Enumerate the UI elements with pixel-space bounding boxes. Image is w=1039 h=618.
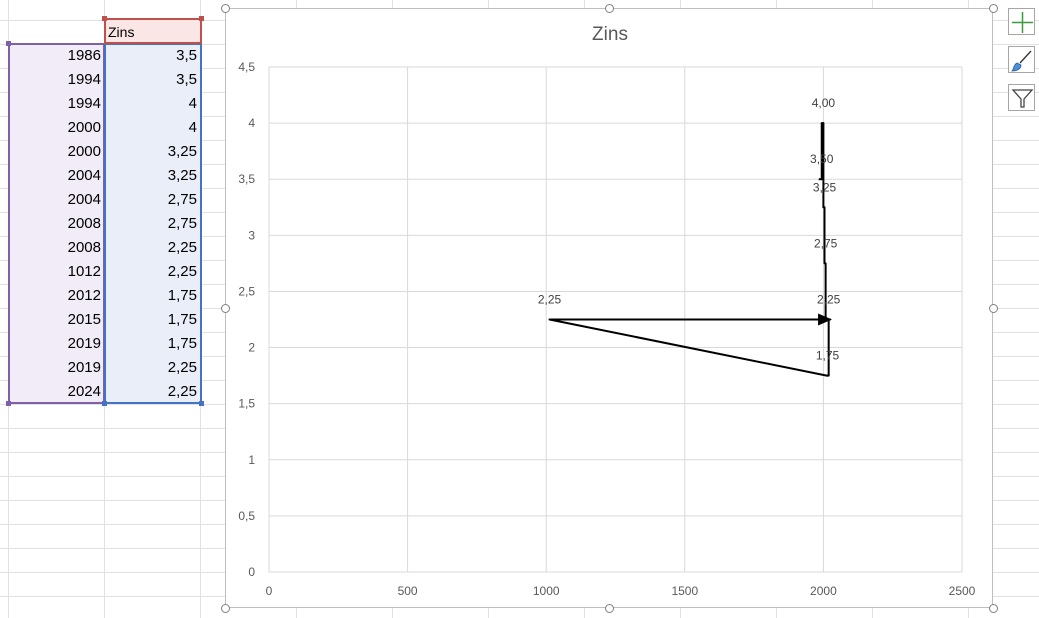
series-line-segment[interactable] <box>549 318 827 377</box>
data-label[interactable]: 4,00 <box>812 96 836 110</box>
year-cell[interactable]: 2008 <box>8 212 105 236</box>
chart-title[interactable]: Zins <box>592 24 628 45</box>
resize-handle[interactable] <box>989 604 998 613</box>
value-cell[interactable]: 3,25 <box>105 164 201 188</box>
range-handle[interactable] <box>6 41 11 46</box>
column-header-cell[interactable]: Zins <box>105 20 201 44</box>
value-cell[interactable]: 3,5 <box>105 68 201 92</box>
year-cell[interactable]: 2004 <box>8 188 105 212</box>
y-tick-label: 4 <box>248 116 255 130</box>
chart-elements-icon <box>1012 12 1033 33</box>
value-cell[interactable]: 2,25 <box>105 260 201 284</box>
value-cell[interactable]: 3,25 <box>105 140 201 164</box>
y-tick-label: 0 <box>248 565 255 579</box>
year-cell[interactable]: 2004 <box>8 164 105 188</box>
resize-handle[interactable] <box>221 304 230 313</box>
data-point[interactable] <box>548 318 551 321</box>
value-cell[interactable]: 1,75 <box>105 308 201 332</box>
value-cell[interactable]: 4 <box>105 92 201 116</box>
data-label[interactable]: 2,75 <box>814 236 838 250</box>
data-point[interactable] <box>820 122 823 125</box>
x-tick-label: 2500 <box>949 584 976 598</box>
year-cell[interactable]: 2012 <box>8 284 105 308</box>
y-tick-label: 2,5 <box>238 284 255 298</box>
y-tick-label: 3,5 <box>238 172 255 186</box>
data-point[interactable] <box>827 318 830 321</box>
year-cell[interactable]: 2008 <box>8 236 105 260</box>
resize-handle[interactable] <box>605 604 614 613</box>
x-tick-label: 0 <box>266 584 273 598</box>
year-cell[interactable]: 2015 <box>8 308 105 332</box>
year-cell[interactable]: 1012 <box>8 260 105 284</box>
year-cell[interactable]: 2019 <box>8 356 105 380</box>
chart-svg: 0 0,5 1 1,5 2 2,5 3 3,5 4 4,5 0 500 1000 1500 2000 2500… <box>238 24 976 598</box>
y-tick-label: 4,5 <box>238 60 255 74</box>
chart-styles-icon <box>1011 50 1032 72</box>
data-point[interactable] <box>827 374 830 377</box>
data-point[interactable] <box>820 178 823 181</box>
chart-elements-button[interactable] <box>1008 8 1035 35</box>
value-cell[interactable]: 2,25 <box>105 356 201 380</box>
y-tick-label: 0,5 <box>238 509 255 523</box>
resize-handle[interactable] <box>605 4 614 13</box>
value-cell[interactable]: 2,25 <box>105 380 201 404</box>
data-label[interactable]: 3,25 <box>813 180 837 194</box>
y-tick-label: 2 <box>248 341 255 355</box>
range-handle[interactable] <box>102 16 107 21</box>
value-cell[interactable]: 2,25 <box>105 236 201 260</box>
value-cell[interactable]: 2,75 <box>105 188 201 212</box>
year-cell[interactable]: 1986 <box>8 44 105 68</box>
range-handle[interactable] <box>199 16 204 21</box>
x-tick-label: 2000 <box>810 584 837 598</box>
year-cell[interactable]: 2000 <box>8 140 105 164</box>
x-tick-label: 1500 <box>671 584 698 598</box>
data-point[interactable] <box>824 318 827 321</box>
range-handle[interactable] <box>102 401 107 406</box>
range-handle[interactable] <box>199 401 204 406</box>
year-cell[interactable]: 2000 <box>8 116 105 140</box>
chart-area[interactable]: 0 0,5 1 1,5 2 2,5 3 3,5 4 4,5 0 500 1000 1500 2000 2500… <box>225 8 993 608</box>
data-point[interactable] <box>829 318 832 321</box>
data-label[interactable]: 3,50 <box>810 152 834 166</box>
year-cell[interactable]: 2024 <box>8 380 105 404</box>
y-tick-label: 3 <box>248 228 255 242</box>
year-cell[interactable]: 1994 <box>8 92 105 116</box>
data-point[interactable] <box>822 122 825 125</box>
chart-filter-button[interactable] <box>1008 84 1035 111</box>
value-cell[interactable]: 1,75 <box>105 284 201 308</box>
value-cell[interactable]: 4 <box>105 116 201 140</box>
data-label[interactable]: 2,25 <box>817 293 841 307</box>
value-cell[interactable]: 3,5 <box>105 44 201 68</box>
value-cell[interactable]: 1,75 <box>105 332 201 356</box>
y-tick-label: 1 <box>248 453 255 467</box>
data-label[interactable]: 1,75 <box>816 349 840 363</box>
resize-handle[interactable] <box>989 4 998 13</box>
x-tick-label: 1000 <box>533 584 560 598</box>
data-point[interactable] <box>823 206 826 209</box>
range-handle[interactable] <box>6 401 11 406</box>
data-point[interactable] <box>824 262 827 265</box>
resize-handle[interactable] <box>221 604 230 613</box>
year-cell[interactable]: 1994 <box>8 68 105 92</box>
chart-filter-icon <box>1011 89 1034 108</box>
x-tick-label: 500 <box>398 584 418 598</box>
data-label[interactable]: 2,25 <box>538 293 562 307</box>
y-tick-label: 1,5 <box>238 397 255 411</box>
data-point[interactable] <box>818 178 821 181</box>
year-cell[interactable]: 2019 <box>8 332 105 356</box>
chart-styles-button[interactable] <box>1008 46 1035 73</box>
value-cell[interactable]: 2,75 <box>105 212 201 236</box>
resize-handle[interactable] <box>221 4 230 13</box>
resize-handle[interactable] <box>989 304 998 313</box>
